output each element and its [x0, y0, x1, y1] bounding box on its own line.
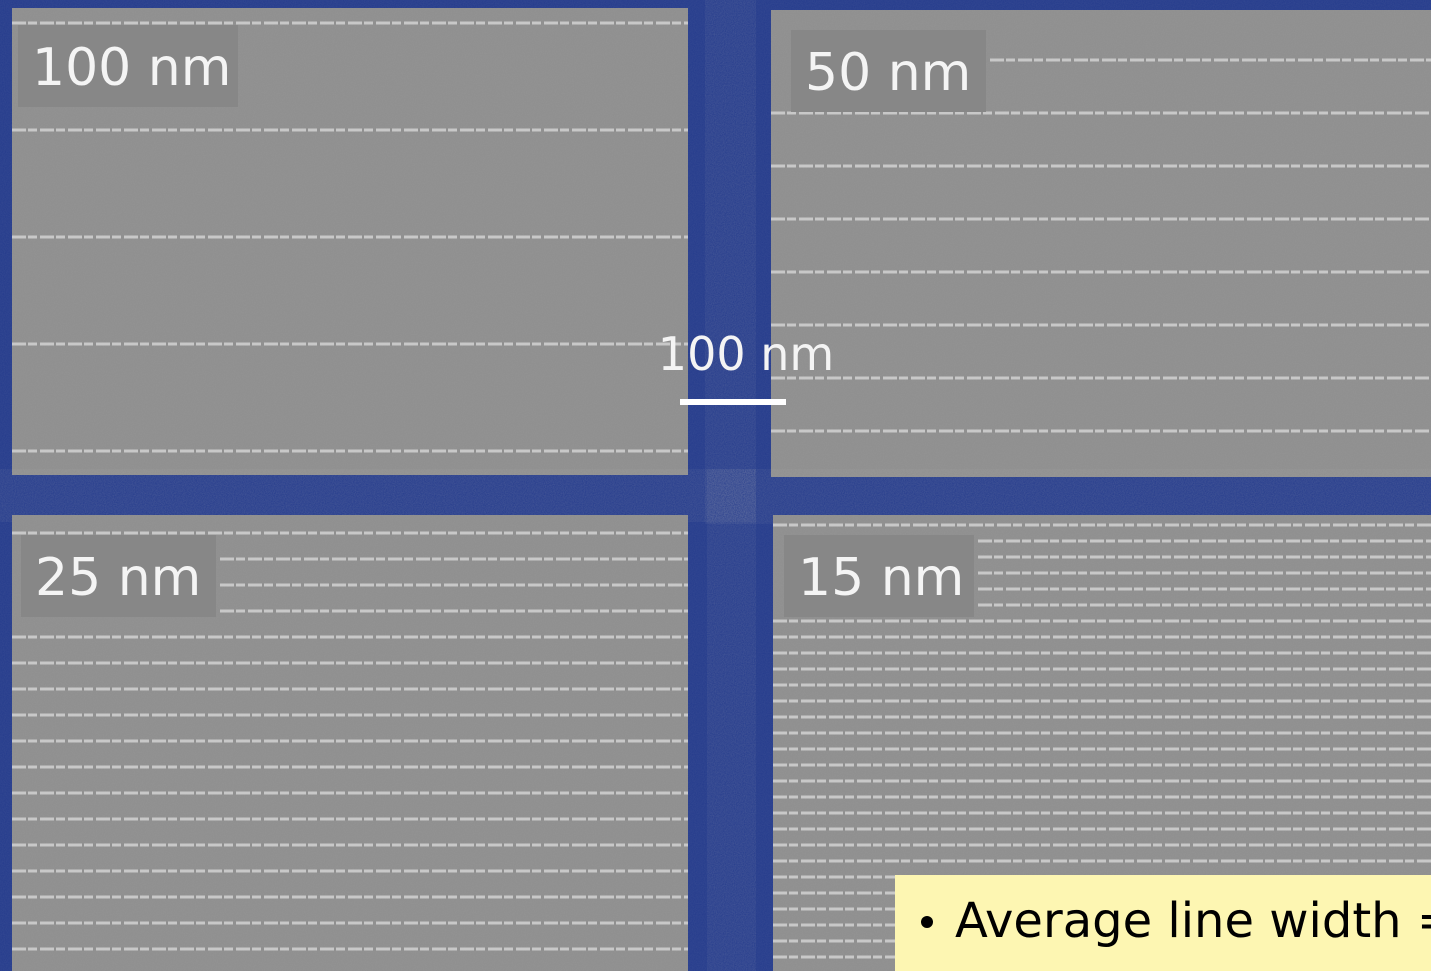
- panel-label: 25 nm: [35, 548, 201, 608]
- callout: Average line width =: [895, 875, 1431, 971]
- bullet: [921, 916, 933, 928]
- sem-panel: 100 nm: [12, 8, 688, 475]
- callout-text: Average line width =: [955, 893, 1431, 949]
- panel-label: 50 nm: [805, 43, 971, 103]
- panel-label: 100 nm: [32, 38, 231, 98]
- sem-panel: 25 nm: [12, 515, 688, 971]
- slide: 100 nm 50 nm 25 nm 15 nm 100 nm Average lin…: [0, 0, 1431, 971]
- page: 100 nm 50 nm 25 nm 15 nm 100 nm Average lin…: [0, 0, 1431, 971]
- panel-label: 15 nm: [798, 548, 964, 608]
- scale-bar-label: 100 nm: [658, 327, 834, 381]
- sem-panel: 50 nm: [771, 10, 1431, 477]
